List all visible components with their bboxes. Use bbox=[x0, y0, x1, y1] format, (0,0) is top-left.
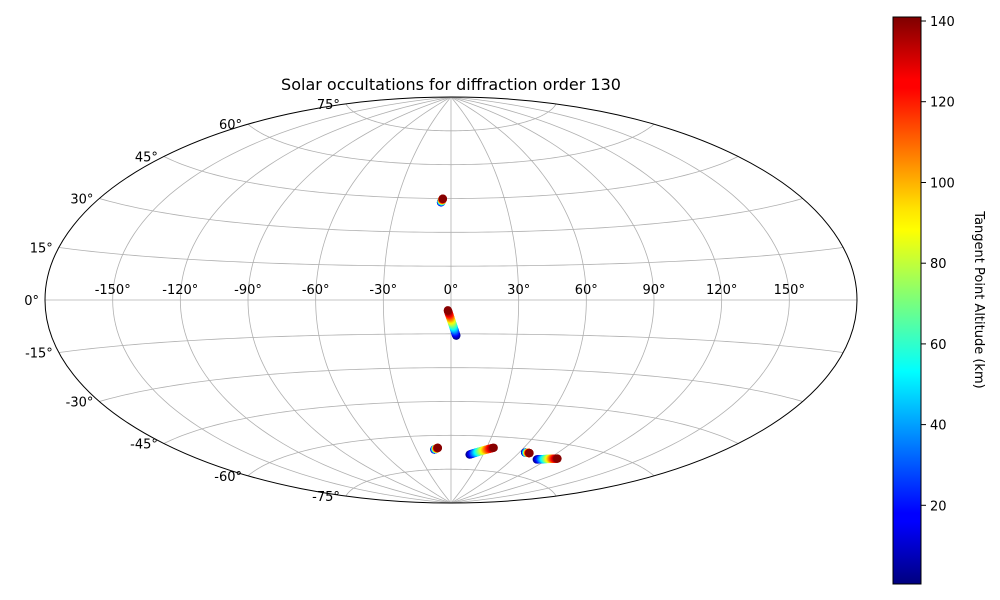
longitude-tick-label: 30° bbox=[507, 283, 530, 298]
map-grid bbox=[45, 97, 857, 503]
colorbar-tick-label: 40 bbox=[930, 419, 947, 434]
parallel-line bbox=[99, 198, 803, 233]
latitude-tick-label: -15° bbox=[25, 347, 53, 362]
latitude-tick-label: 15° bbox=[30, 242, 53, 257]
latitude-tick-label: 75° bbox=[317, 98, 340, 113]
colorbar: 20 40 60 80 100 120 140 Tangent Point Altitude… bbox=[892, 15, 986, 585]
colorbar-ticks: 20 40 60 80 100 120 140 bbox=[921, 15, 955, 514]
parallel-line bbox=[58, 333, 844, 353]
parallel-line bbox=[99, 367, 803, 402]
latitude-tick-label: -60° bbox=[214, 470, 242, 485]
parallel-line bbox=[163, 156, 739, 199]
occultation-point bbox=[489, 443, 498, 452]
map-boundary bbox=[44, 96, 858, 504]
longitude-tick-label: -60° bbox=[302, 283, 330, 298]
occultation-point bbox=[525, 448, 534, 458]
longitude-tick-label: 0° bbox=[444, 283, 459, 298]
parallel-line bbox=[163, 401, 739, 444]
longitude-tick-label: 60° bbox=[575, 283, 598, 298]
colorbar-tick-label: 140 bbox=[930, 15, 955, 30]
longitude-tick-label: 150° bbox=[774, 283, 805, 298]
colorbar-tick-label: 120 bbox=[930, 96, 955, 111]
colorbar-gradient bbox=[892, 16, 922, 585]
latitude-tick-label: -45° bbox=[130, 438, 158, 453]
latitude-tick-label: 60° bbox=[219, 118, 242, 133]
parallel-line bbox=[247, 434, 655, 477]
latitude-tick-label: 30° bbox=[70, 193, 93, 208]
latitude-tick-label: 0° bbox=[24, 294, 39, 309]
parallel-line bbox=[247, 123, 655, 166]
occultation-point bbox=[433, 443, 443, 453]
latitude-tick-labels: -75° -60° -45° -30° -15° 0° 15° 30° 45° 60° 75° bbox=[24, 98, 340, 505]
longitude-tick-label: -120° bbox=[162, 283, 198, 298]
colorbar-tick-label: 20 bbox=[930, 499, 947, 514]
occultation-point bbox=[443, 306, 453, 315]
parallel-line bbox=[345, 103, 557, 132]
occultation-point bbox=[553, 454, 562, 463]
longitude-tick-label: -30° bbox=[369, 283, 397, 298]
colorbar-tick-label: 80 bbox=[930, 257, 947, 272]
parallel-line bbox=[58, 247, 844, 267]
longitude-tick-label: -90° bbox=[234, 283, 262, 298]
latitude-tick-label: -75° bbox=[312, 490, 340, 505]
longitude-tick-label: 120° bbox=[706, 283, 737, 298]
longitude-tick-label: 90° bbox=[642, 283, 665, 298]
parallel-line bbox=[345, 468, 557, 497]
colorbar-tick-label: 60 bbox=[930, 338, 947, 353]
longitude-tick-labels: -150° -120° -90° -60° -30° 0° 30° 60° 90° 120° 150… bbox=[95, 283, 805, 298]
map-plot-area: -150° -120° -90° -60° -30° 0° 30° 60° 90° 120° 150… bbox=[24, 96, 858, 505]
colorbar-label: Tangent Point Altitude (km) bbox=[971, 210, 986, 388]
longitude-tick-label: -150° bbox=[95, 283, 131, 298]
latitude-tick-label: 45° bbox=[135, 151, 158, 166]
chart-title: Solar occultations for diffraction order… bbox=[281, 75, 621, 94]
occultation-points bbox=[430, 194, 562, 464]
occultation-point bbox=[438, 194, 448, 203]
latitude-tick-label: -30° bbox=[66, 396, 94, 411]
colorbar-tick-label: 100 bbox=[930, 177, 955, 192]
